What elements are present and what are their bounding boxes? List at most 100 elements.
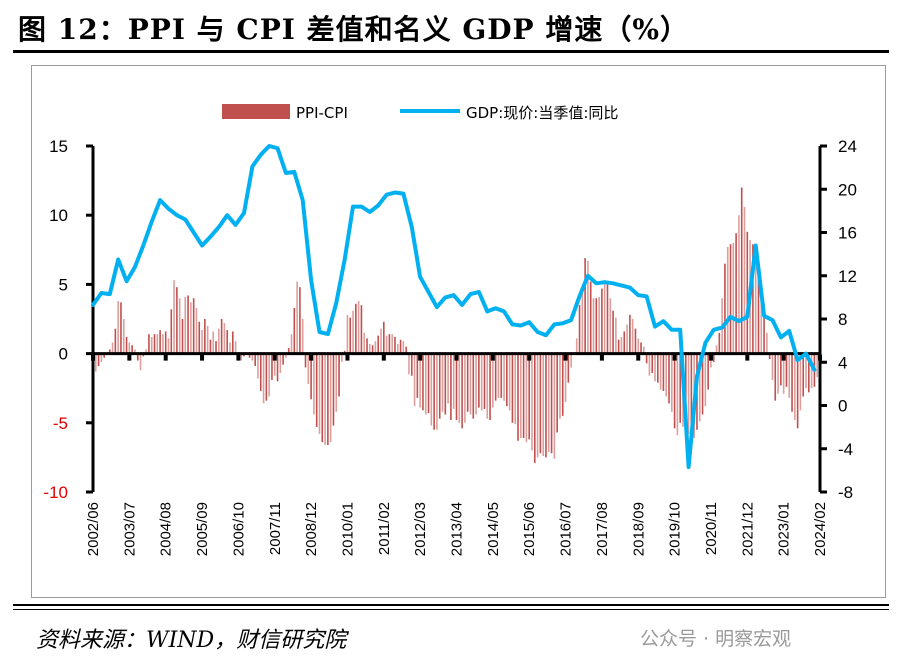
bar-ppi-cpi (525, 353, 528, 443)
bar-ppi-cpi (424, 353, 427, 415)
bar-ppi-cpi (455, 353, 458, 421)
bar-ppi-cpi (134, 349, 136, 354)
bar-ppi-cpi (254, 353, 256, 367)
bar-ppi-cpi (262, 353, 265, 404)
bar-ppi-cpi (774, 353, 777, 401)
left-tick-label: -5 (53, 414, 68, 433)
bar-ppi-cpi (299, 287, 301, 354)
x-tick-label: 2014/05 (485, 502, 502, 556)
left-axis-ticks: 15 10 5 0 -5 -10 (43, 137, 93, 502)
bar-ppi-cpi (612, 310, 614, 354)
bar-ppi-cpi (170, 309, 173, 354)
bar-ppi-cpi (640, 342, 642, 354)
bar-ppi-cpi (176, 287, 178, 354)
bar-ppi-cpi (139, 353, 142, 371)
x-tick-label: 2021/12 (739, 502, 756, 556)
bar-ppi-cpi (450, 353, 452, 421)
bar-ppi-cpi (357, 301, 360, 354)
bar-ppi-cpi (293, 307, 296, 354)
left-tick-label: 5 (59, 275, 68, 294)
x-tick-mark (672, 354, 677, 361)
bar-ppi-cpi (114, 328, 117, 354)
bar-ppi-cpi (729, 244, 732, 354)
bar-ppi-cpi (777, 353, 779, 394)
bar-ppi-cpi (645, 353, 648, 364)
bar-ppi-cpi (164, 331, 167, 354)
bar-ppi-cpi (553, 353, 556, 459)
x-tick-mark (309, 354, 314, 361)
bar-ppi-cpi (335, 353, 338, 412)
bar-ppi-cpi (497, 353, 500, 398)
bar-ppi-cpi (399, 339, 402, 354)
bar-ppi-cpi (687, 353, 690, 434)
bar-ppi-cpi (500, 353, 503, 398)
bar-ppi-cpi (204, 319, 206, 354)
bar-ppi-cpi (581, 292, 584, 354)
x-tick-mark (818, 354, 822, 361)
x-tick-mark (527, 354, 532, 361)
left-tick-label: 0 (59, 345, 68, 364)
bar-ppi-cpi (377, 335, 380, 354)
bar-ppi-cpi (108, 349, 111, 354)
bar-ppi-cpi (190, 302, 192, 354)
bar-ppi-cpi (671, 353, 673, 412)
bar-ppi-cpi (631, 319, 634, 354)
bar-ppi-cpi (698, 353, 701, 422)
bar-ppi-cpi (673, 353, 676, 429)
bar-ppi-cpi (494, 353, 497, 401)
bar-ppi-cpi (791, 353, 793, 412)
legend: PPI-CPI GDP:现价:当季值:同比 (222, 104, 618, 122)
bar-ppi-cpi (94, 353, 97, 372)
bar-ppi-cpi (575, 338, 578, 354)
bar-ppi-cpi (609, 298, 612, 354)
x-tick-label: 2004/08 (158, 502, 175, 556)
bar-ppi-cpi (522, 353, 525, 439)
bar-ppi-cpi (659, 353, 662, 390)
figure-title: 图 12：PPI 与 CPI 差值和名义 GDP 增速（%） (18, 13, 689, 46)
bar-ppi-cpi (592, 298, 595, 354)
bar-ppi-cpi (760, 294, 763, 354)
bar-ppi-cpi (198, 321, 201, 354)
bar-ppi-cpi (478, 353, 480, 408)
bar-ppi-cpi (567, 353, 570, 383)
bar-ppi-cpi (287, 348, 290, 354)
bar-ppi-cpi (433, 353, 435, 430)
bar-ppi-cpi (472, 353, 475, 419)
right-tick-label: -8 (838, 483, 853, 502)
watermark: 公众号 · 明察宏观 (640, 628, 792, 650)
x-tick-mark (636, 354, 641, 361)
bar-ppi-cpi (103, 353, 105, 358)
bar-ppi-cpi (100, 353, 103, 362)
bar-ppi-cpi (486, 353, 489, 419)
bar-ppi-cpi (712, 353, 715, 362)
bar-ppi-cpi (385, 335, 388, 354)
bar-ppi-cpi (799, 353, 802, 411)
bar-ppi-cpi (318, 353, 321, 434)
bar-ppi-cpi (528, 353, 530, 440)
bar-ppi-cpi (715, 345, 718, 354)
bar-ppi-cpi (360, 305, 363, 354)
x-tick-label: 2018/09 (630, 502, 647, 556)
top-rule (13, 50, 889, 53)
bar-ppi-cpi (752, 244, 754, 354)
bar-ppi-cpi (232, 331, 234, 354)
bar-ppi-cpi (766, 332, 768, 354)
bar-ppi-cpi (648, 353, 651, 376)
right-tick-label: 24 (838, 137, 857, 156)
bar-ppi-cpi (195, 307, 198, 354)
bar-ppi-cpi (315, 353, 318, 427)
x-tick-mark (745, 354, 750, 361)
bar-ppi-cpi (511, 353, 514, 423)
x-tick-label: 2011/02 (376, 502, 393, 555)
bar-ppi-cpi (771, 353, 774, 380)
bar-ppi-cpi (265, 353, 268, 401)
x-tick-label: 2023/01 (776, 502, 793, 556)
x-tick-label: 2017/08 (594, 502, 611, 556)
bar-ppi-cpi (805, 353, 807, 389)
bar-ppi-cpi (483, 353, 486, 409)
bar-ppi-cpi (606, 284, 609, 354)
bar-ppi-cpi (136, 353, 139, 361)
bar-ppi-cpi (441, 353, 444, 412)
bar-ppi-cpi (240, 353, 242, 361)
